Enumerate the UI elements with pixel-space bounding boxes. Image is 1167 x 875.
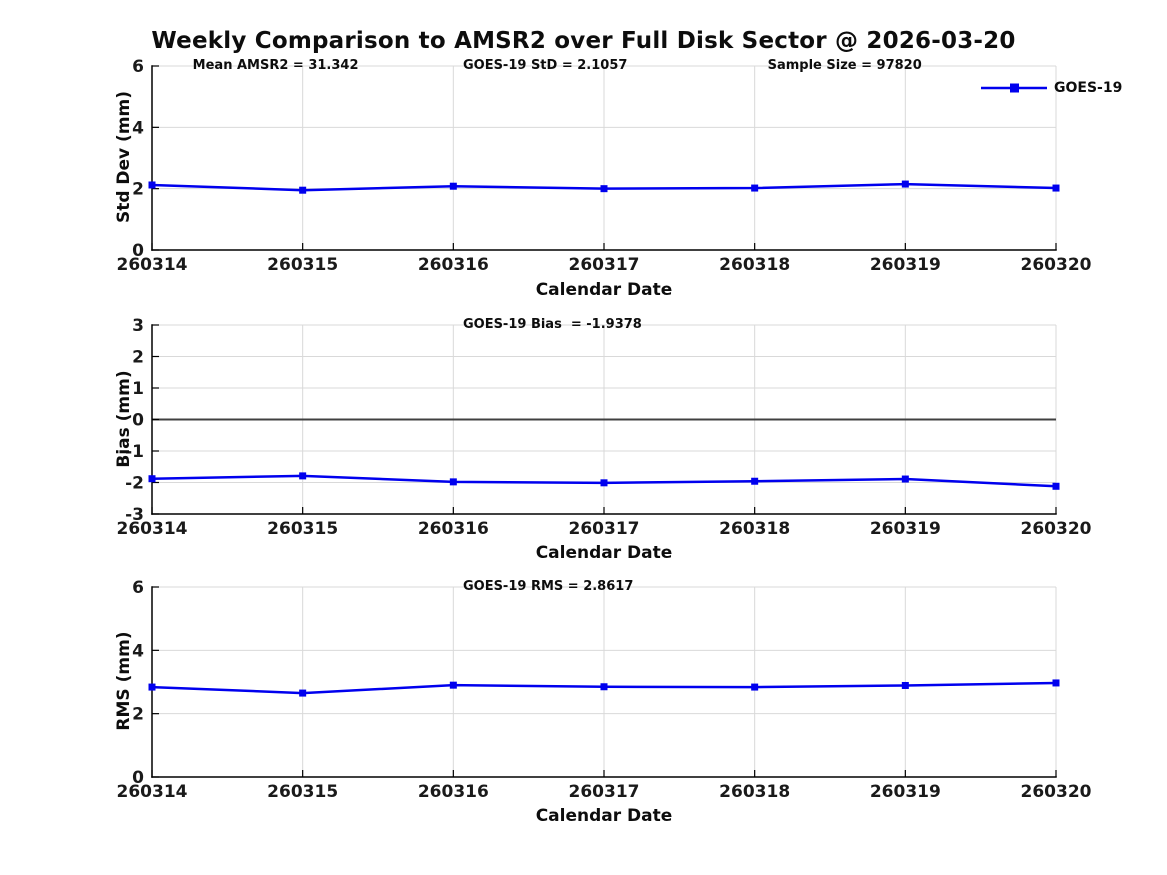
GOES-19-marker xyxy=(1052,482,1060,490)
GOES-19-marker xyxy=(751,683,759,691)
x-tick-label: 260318 xyxy=(719,255,790,275)
annotation-sample-size: Sample Size = 97820 xyxy=(767,58,922,73)
GOES-19-marker xyxy=(1052,184,1060,192)
y-axis-label-std-dev: Std Dev (mm) xyxy=(114,90,134,224)
x-tick-label: 260315 xyxy=(267,255,338,275)
y-tick-label: 6 xyxy=(132,57,144,77)
x-tick-label: 260316 xyxy=(418,255,489,275)
x-tick-label: 260317 xyxy=(569,255,640,275)
y-tick-label: 2 xyxy=(132,180,144,200)
y-tick-label: -2 xyxy=(125,474,144,494)
y-tick-label: 0 xyxy=(132,411,144,431)
y-tick-label: 4 xyxy=(132,641,144,661)
y-axis-label-rms: RMS (mm) xyxy=(114,631,134,731)
x-tick-label: 260320 xyxy=(1021,519,1092,539)
GOES-19-marker xyxy=(751,184,759,192)
GOES-19-marker xyxy=(299,472,307,480)
GOES-19-marker xyxy=(600,683,608,691)
GOES-19-marker xyxy=(299,186,307,194)
figure-title: Weekly Comparison to AMSR2 over Full Dis… xyxy=(151,28,1016,54)
x-tick-label: 260318 xyxy=(719,519,790,539)
y-axis-label-bias: Bias (mm) xyxy=(114,370,134,468)
x-tick-label: 260315 xyxy=(267,782,338,802)
legend: GOES-19 xyxy=(981,80,1122,96)
x-tick-label: 260314 xyxy=(117,255,188,275)
y-tick-label: 0 xyxy=(132,241,144,261)
y-tick-label: 0 xyxy=(132,768,144,788)
x-axis-label-std-dev: Calendar Date xyxy=(535,280,673,300)
x-tick-label: 260320 xyxy=(1021,255,1092,275)
annotation-mean-amsr2: Mean AMSR2 = 31.342 xyxy=(192,58,359,73)
GOES-19-marker xyxy=(1052,679,1060,687)
x-tick-label: 260318 xyxy=(719,782,790,802)
annotation-goes19-std: GOES-19 StD = 2.1057 xyxy=(462,58,628,73)
x-tick-label: 260320 xyxy=(1021,782,1092,802)
GOES-19-marker xyxy=(148,475,156,483)
x-tick-label: 260314 xyxy=(117,519,188,539)
rms-chart: 260314 260315 260316 260317 260318 260319 2603… xyxy=(117,578,1092,802)
legend-line-sample xyxy=(981,83,1047,93)
annotation-goes19-rms: GOES-19 RMS = 2.8617 xyxy=(462,579,634,594)
x-tick-label: 260316 xyxy=(418,782,489,802)
GOES-19-marker xyxy=(901,180,909,188)
std-dev-chart: 260314 260315 260316 260317 260318 260319 2603… xyxy=(117,57,1092,275)
GOES-19-marker xyxy=(751,477,759,485)
x-tick-label: 260317 xyxy=(569,782,640,802)
GOES-19-marker xyxy=(449,182,457,190)
x-tick-label: 260314 xyxy=(117,782,188,802)
x-tick-label: 260317 xyxy=(569,519,640,539)
legend-marker-icon xyxy=(1010,83,1019,93)
y-tick-label: 6 xyxy=(132,578,144,598)
GOES-19-marker xyxy=(449,478,457,486)
annotation-goes19-bias: GOES-19 Bias = -1.9378 xyxy=(462,317,642,332)
y-tick-label: 3 xyxy=(132,316,144,336)
y-tick-label: 1 xyxy=(132,379,144,399)
x-tick-label: 260315 xyxy=(267,519,338,539)
x-tick-label: 260319 xyxy=(870,519,941,539)
x-axis-label-rms: Calendar Date xyxy=(535,806,673,826)
GOES-19-marker xyxy=(148,181,156,189)
bias-chart: 260314 260315 260316 260317 260318 260319 2603… xyxy=(117,316,1092,539)
y-tick-label: 2 xyxy=(132,705,144,725)
GOES-19-marker xyxy=(148,683,156,691)
legend-label: GOES-19 xyxy=(1054,80,1123,96)
GOES-19-marker xyxy=(600,479,608,487)
y-tick-label: -1 xyxy=(125,442,144,462)
y-tick-label: 4 xyxy=(132,118,144,138)
x-tick-label: 260319 xyxy=(870,782,941,802)
GOES-19-marker xyxy=(600,185,608,193)
y-tick-label: -3 xyxy=(125,505,144,525)
x-tick-label: 260316 xyxy=(418,519,489,539)
x-axis-label-bias: Calendar Date xyxy=(535,543,673,563)
y-tick-label: 2 xyxy=(132,348,144,368)
x-tick-label: 260319 xyxy=(870,255,941,275)
GOES-19-marker xyxy=(449,681,457,689)
GOES-19-marker xyxy=(299,689,307,697)
GOES-19-marker xyxy=(901,681,909,689)
GOES-19-marker xyxy=(901,475,909,483)
